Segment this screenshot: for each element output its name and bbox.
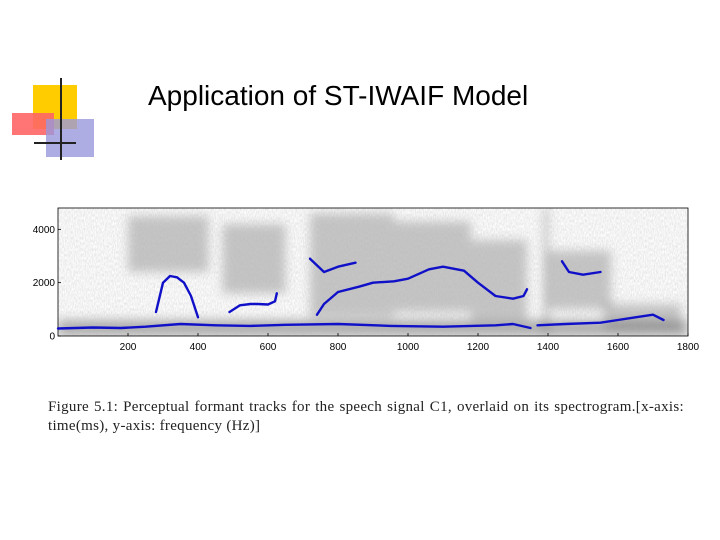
y-tick-label: 4000 bbox=[33, 225, 56, 236]
decor-red-square bbox=[12, 113, 54, 135]
formant-track-f2-track-b bbox=[228, 292, 278, 314]
slide-title: Application of ST-IWAIF Model bbox=[148, 80, 529, 111]
y-tick-label: 0 bbox=[49, 332, 55, 343]
x-tick-label: 400 bbox=[190, 342, 207, 353]
decor-horizontal-line bbox=[34, 142, 76, 144]
spectrogram-background bbox=[58, 208, 688, 336]
formant-track-f3-track-b bbox=[560, 260, 602, 276]
x-tick-label: 1800 bbox=[677, 342, 700, 353]
x-tick-label: 1000 bbox=[397, 342, 420, 353]
x-tick-label: 800 bbox=[330, 342, 347, 353]
formant-track-f2-track-c bbox=[315, 265, 529, 316]
x-tick-label: 200 bbox=[120, 342, 137, 353]
decor-blue-square bbox=[46, 119, 94, 157]
x-tick-label: 1600 bbox=[607, 342, 630, 353]
y-tick-label: 2000 bbox=[33, 278, 56, 289]
x-tick-label: 600 bbox=[260, 342, 277, 353]
figure-caption: Figure 5.1: Perceptual formant tracks fo… bbox=[48, 399, 684, 434]
formant-track-f1-track bbox=[56, 322, 532, 330]
formant-track-f1-track-late bbox=[536, 313, 665, 327]
decor-vertical-line bbox=[60, 78, 62, 160]
formant-track-f3-track-a bbox=[308, 257, 357, 274]
x-tick-label: 1200 bbox=[467, 342, 490, 353]
x-tick-label: 1400 bbox=[537, 342, 560, 353]
formant-track-f2-track-a bbox=[154, 274, 200, 319]
plot-frame bbox=[57, 207, 689, 337]
